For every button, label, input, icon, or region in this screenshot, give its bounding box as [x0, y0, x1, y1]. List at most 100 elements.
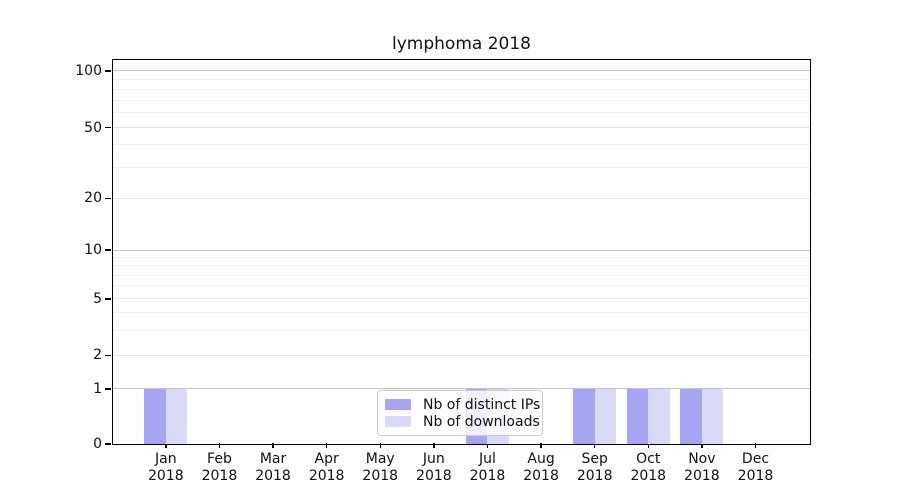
x-tick-label: Jun 2018 — [416, 451, 452, 485]
major-gridline — [113, 388, 810, 390]
x-tick-year: 2018 — [737, 467, 774, 484]
legend: Nb of distinct IPs Nb of downloads — [377, 390, 543, 436]
legend-label: Nb of downloads — [423, 413, 540, 430]
major-gridline — [113, 249, 810, 251]
bar-nb-of-downloads — [701, 388, 724, 444]
minor-gridline — [113, 285, 810, 287]
x-tick-month: Jun — [422, 451, 445, 467]
legend-entry: Nb of downloads — [385, 413, 540, 430]
x-tick-mark — [379, 443, 381, 448]
y-tick-label: 20 — [84, 190, 102, 207]
chart-title: lymphoma 2018 — [392, 34, 531, 54]
y-tick-label: 50 — [84, 119, 102, 136]
y-tick-label: 5 — [93, 290, 102, 307]
x-tick-mark — [540, 443, 542, 448]
x-tick-year: 2018 — [255, 467, 291, 484]
x-tick-year: 2018 — [630, 467, 667, 484]
minor-gridline — [113, 265, 810, 267]
y-tick-label: 1 — [93, 380, 102, 397]
major-gridline — [113, 127, 810, 129]
y-tick-label: 0 — [93, 436, 102, 452]
bar-nb-of-downloads — [165, 388, 188, 444]
minor-gridline — [113, 312, 810, 314]
minor-gridline — [113, 144, 810, 146]
legend-label: Nb of distinct IPs — [423, 396, 541, 413]
major-gridline — [113, 197, 810, 199]
x-tick-year: 2018 — [684, 467, 720, 484]
x-tick-label: Apr 2018 — [309, 451, 345, 485]
legend-swatch — [385, 416, 411, 427]
x-tick-month: Feb — [207, 451, 232, 467]
x-tick-mark — [165, 443, 167, 448]
x-tick-label: Mar 2018 — [255, 451, 291, 485]
major-gridline — [113, 354, 810, 356]
y-tick-label: 100 — [75, 62, 102, 79]
legend-entry: Nb of distinct IPs — [385, 396, 540, 413]
x-tick-year: 2018 — [469, 467, 506, 484]
x-tick-label: Dec 2018 — [738, 451, 774, 485]
x-tick-mark — [433, 443, 435, 448]
x-tick-year: 2018 — [201, 467, 238, 484]
x-tick-label: Sep 2018 — [577, 451, 613, 485]
x-tick-month: Jan — [155, 451, 177, 467]
x-tick-year: 2018 — [362, 467, 399, 484]
x-tick-label: May 2018 — [362, 451, 398, 485]
y-tick-mark — [105, 443, 111, 445]
bar-nb-of-distinct-ips — [626, 388, 649, 444]
y-tick-mark — [105, 126, 111, 129]
minor-gridline — [113, 88, 810, 90]
x-tick-mark — [218, 443, 221, 448]
x-tick-year: 2018 — [523, 467, 559, 484]
x-tick-label: Jan 2018 — [148, 451, 184, 485]
x-tick-mark — [272, 443, 274, 448]
x-tick-month: Nov — [688, 451, 716, 467]
y-tick-mark — [105, 197, 111, 200]
x-tick-month: Sep — [581, 451, 608, 467]
bar-nb-of-distinct-ips — [573, 388, 595, 444]
major-gridline — [113, 70, 810, 72]
x-tick-month: Mar — [259, 451, 287, 467]
x-tick-label: Oct 2018 — [630, 451, 666, 485]
y-tick-mark — [105, 298, 111, 300]
bar-nb-of-distinct-ips — [144, 388, 166, 444]
x-tick-month: Jul — [478, 451, 496, 467]
x-tick-mark — [701, 443, 703, 448]
x-tick-label: Nov 2018 — [684, 451, 720, 485]
minor-gridline — [113, 166, 810, 168]
x-tick-year: 2018 — [576, 467, 613, 484]
x-tick-year: 2018 — [308, 467, 345, 484]
plot-area: Nb of distinct IPs Nb of downloads 0 1 2 5 10… — [75, 59, 811, 484]
x-tick-month: Apr — [314, 451, 339, 467]
x-tick-year: 2018 — [148, 467, 184, 484]
minor-gridline — [113, 274, 810, 276]
bar-nb-of-downloads — [648, 388, 670, 444]
y-tick-mark — [105, 388, 111, 390]
y-tick-mark — [105, 354, 111, 357]
y-tick-mark — [105, 70, 111, 72]
y-tick-label: 10 — [84, 242, 102, 258]
x-tick-month: Dec — [741, 451, 770, 467]
x-tick-label: Feb 2018 — [202, 451, 238, 485]
minor-gridline — [113, 329, 810, 331]
minor-gridline — [113, 79, 810, 81]
x-tick-year: 2018 — [416, 467, 452, 484]
x-tick-mark — [593, 443, 596, 448]
x-tick-mark — [486, 443, 489, 448]
x-tick-mark — [325, 443, 328, 448]
minor-gridline — [113, 256, 810, 258]
y-tick-mark — [105, 249, 111, 251]
legend-swatch — [385, 399, 411, 410]
x-tick-label: Aug 2018 — [523, 451, 559, 485]
bar-nb-of-distinct-ips — [680, 388, 702, 444]
x-tick-mark — [647, 443, 650, 448]
x-tick-month: Aug — [527, 451, 555, 467]
major-gridline — [113, 298, 810, 300]
x-tick-label: Jul 2018 — [470, 451, 506, 485]
x-tick-mark — [754, 443, 757, 448]
y-tick-label: 2 — [93, 347, 102, 364]
minor-gridline — [113, 112, 810, 114]
bar-nb-of-downloads — [594, 388, 617, 444]
x-tick-month: Oct — [636, 451, 661, 467]
minor-gridline — [113, 99, 810, 101]
